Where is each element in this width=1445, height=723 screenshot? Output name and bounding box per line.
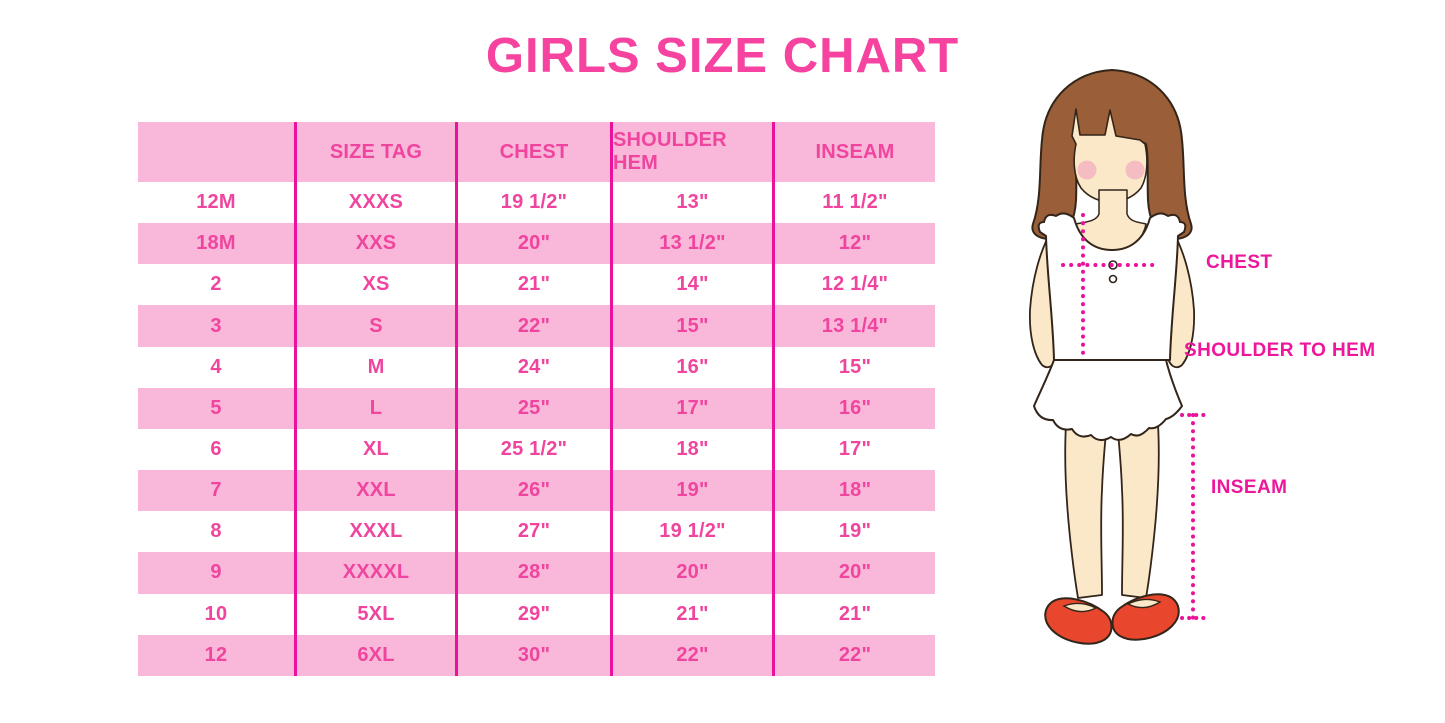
girl-top-button-2 (1108, 274, 1118, 284)
header-cell-shoulder-hem: SHOULDER HEM (613, 122, 775, 182)
table-cell: 6XL (297, 634, 458, 676)
table-cell: 19 1/2" (613, 511, 775, 553)
table-cell: 8 (138, 511, 297, 553)
table-cell: M (297, 346, 458, 388)
table-cell: 4 (138, 346, 297, 388)
girl-illustration (1029, 69, 1206, 645)
table-cell: 21" (613, 593, 775, 635)
shoulder-to-hem-label: SHOULDER TO HEM (1184, 340, 1376, 361)
table-cell: XXS (297, 223, 458, 265)
table-cell: 12 (138, 634, 297, 676)
table-cell: 20" (613, 552, 775, 594)
table-row: 6 XL 25 1/2" 18" 17" (138, 428, 935, 471)
table-row: 8 XXXL 27" 19 1/2" 19" (138, 511, 935, 553)
table-cell: 26" (458, 470, 613, 512)
table-row: 18M XXS 20" 13 1/2" 12" (138, 223, 935, 265)
table-cell: XXXXL (297, 552, 458, 594)
size-table-rows: 12M XXXS 19 1/2" 13" 11 1/2" 18M XXS 20" 13 1/2"… (138, 182, 935, 676)
table-cell: 27" (458, 511, 613, 553)
table-cell: 6 (138, 428, 297, 471)
table-cell: 19" (613, 470, 775, 512)
table-cell: 2 (138, 264, 297, 306)
table-cell: 17" (613, 387, 775, 429)
table-row: 5 L 25" 17" 16" (138, 387, 935, 429)
table-row: 2 XS 21" 14" 12 1/4" (138, 264, 935, 306)
table-cell: 22" (613, 634, 775, 676)
header-cell-blank (138, 122, 297, 182)
table-row: 4 M 24" 16" 15" (138, 346, 935, 388)
inseam-label: INSEAM (1211, 477, 1288, 498)
girl-shoe-right-instep (1126, 598, 1162, 609)
table-row: 9 XXXXL 28" 20" 20" (138, 552, 935, 594)
table-row: 10 5XL 29" 21" 21" (138, 593, 935, 635)
header-cell-size-tag: SIZE TAG (297, 122, 458, 182)
table-cell: 10 (138, 593, 297, 635)
girl-skirt (1033, 359, 1183, 441)
header-cell-chest: CHEST (458, 122, 613, 182)
table-cell: 9 (138, 552, 297, 594)
chest-label: CHEST (1206, 252, 1273, 273)
table-cell: 15" (775, 346, 935, 388)
table-cell: 17" (775, 428, 935, 471)
table-row: 3 S 22" 15" 13 1/4" (138, 305, 935, 347)
girl-leg-right (1115, 409, 1160, 599)
table-cell: 29" (458, 593, 613, 635)
table-row: 12M XXXS 19 1/2" 13" 11 1/2" (138, 182, 935, 224)
table-cell: 11 1/2" (775, 182, 935, 224)
table-cell: 28" (458, 552, 613, 594)
girl-shoe-left (1044, 597, 1113, 645)
girl-blush-right (1125, 160, 1145, 180)
table-cell: 18M (138, 223, 297, 265)
page-title: GIRLS SIZE CHART (485, 29, 960, 83)
table-cell: XXL (297, 470, 458, 512)
table-cell: 12 1/4" (775, 264, 935, 306)
table-cell: 21" (458, 264, 613, 306)
table-row: 7 XXL 26" 19" 18" (138, 470, 935, 512)
table-cell: XL (297, 428, 458, 471)
girl-blush-left (1077, 160, 1097, 180)
table-cell: 7 (138, 470, 297, 512)
table-cell: 5XL (297, 593, 458, 635)
table-cell: 18" (775, 470, 935, 512)
table-cell: 25 1/2" (458, 428, 613, 471)
table-cell: XXXS (297, 182, 458, 224)
table-cell: 13" (613, 182, 775, 224)
table-cell: 5 (138, 387, 297, 429)
table-cell: 18" (613, 428, 775, 471)
table-cell: 25" (458, 387, 613, 429)
table-cell: 21" (775, 593, 935, 635)
girl-shoe-left-instep (1062, 602, 1098, 613)
table-row: 12 6XL 30" 22" 22" (138, 634, 935, 676)
table-cell: 13 1/2" (613, 223, 775, 265)
table-cell: 12M (138, 182, 297, 224)
table-cell: 16" (775, 387, 935, 429)
table-cell: 14" (613, 264, 775, 306)
table-cell: L (297, 387, 458, 429)
table-cell: XXXL (297, 511, 458, 553)
table-cell: 22" (775, 634, 935, 676)
table-cell: 19" (775, 511, 935, 553)
table-cell: 15" (613, 305, 775, 347)
table-cell: 20" (775, 552, 935, 594)
girl-shoe-right (1111, 593, 1180, 641)
table-cell: 24" (458, 346, 613, 388)
table-cell: S (297, 305, 458, 347)
girl-top (1037, 212, 1187, 361)
table-cell: 19 1/2" (458, 182, 613, 224)
girl-leg-left (1064, 409, 1109, 599)
header-cell-inseam: INSEAM (775, 122, 935, 182)
table-cell: 3 (138, 305, 297, 347)
table-cell: 12" (775, 223, 935, 265)
table-cell: 16" (613, 346, 775, 388)
table-cell: XS (297, 264, 458, 306)
table-cell: 22" (458, 305, 613, 347)
table-cell: 30" (458, 634, 613, 676)
table-cell: 20" (458, 223, 613, 265)
size-table: SIZE TAG CHEST SHOULDER HEM INSEAM 12M XX… (138, 122, 935, 676)
table-header-row: SIZE TAG CHEST SHOULDER HEM INSEAM (138, 122, 935, 182)
table-cell: 13 1/4" (775, 305, 935, 347)
